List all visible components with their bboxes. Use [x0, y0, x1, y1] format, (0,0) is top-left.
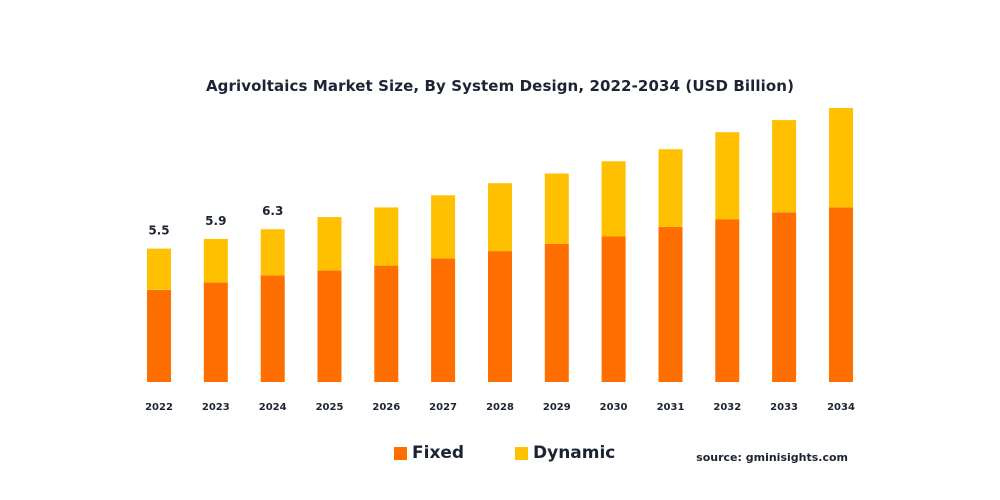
bar-dynamic-2026: [374, 207, 399, 266]
legend-swatch-dynamic: [515, 446, 528, 460]
bar-fixed-2029: [544, 243, 569, 382]
bar-fixed-2023: [203, 282, 228, 382]
source-note: source: gminisights.com: [696, 451, 848, 464]
bar-dynamic-2033: [772, 120, 797, 213]
x-tick-label-2022: 2022: [145, 402, 173, 413]
bar-fixed-2032: [715, 219, 740, 382]
bar-dynamic-2025: [317, 217, 342, 271]
x-tick-label-2026: 2026: [372, 402, 400, 413]
bar-dynamic-2034: [829, 108, 853, 208]
x-tick-label-2033: 2033: [770, 402, 798, 413]
bar-fixed-2025: [317, 270, 342, 382]
bar-fixed-2031: [658, 226, 683, 382]
bar-fixed-2028: [488, 251, 512, 382]
bar-dynamic-2027: [431, 195, 456, 259]
bar-dynamic-2032: [715, 132, 740, 220]
bar-dynamic-2028: [488, 183, 512, 252]
bar-fixed-2022: [147, 289, 171, 382]
bar-dynamic-2024: [260, 229, 285, 276]
chart-legend: Fixed Dynamic: [0, 443, 1000, 467]
x-tick-label-2030: 2030: [600, 402, 628, 413]
legend-label-dynamic: Dynamic: [533, 443, 616, 463]
legend-swatch-fixed: [394, 446, 407, 460]
bar-fixed-2027: [431, 258, 456, 382]
x-tick-label-2034: 2034: [827, 402, 855, 413]
x-tick-label-2031: 2031: [657, 402, 685, 413]
data-label-total-2022: 5.5: [148, 224, 169, 238]
legend-item-fixed: Fixed: [394, 443, 464, 463]
legend-item-dynamic: Dynamic: [515, 443, 615, 463]
x-tick-label-2025: 2025: [316, 402, 344, 413]
bar-dynamic-2023: [203, 238, 228, 283]
bar-dynamic-2029: [544, 173, 569, 244]
chart-title: Agrivoltaics Market Size, By System Desi…: [205, 77, 795, 95]
x-tick-label-2029: 2029: [543, 402, 571, 413]
x-tick-label-2024: 2024: [259, 402, 287, 413]
data-label-total-2024: 6.3: [262, 204, 283, 218]
legend-label-fixed: Fixed: [412, 443, 465, 463]
x-tick-label-2023: 2023: [202, 402, 230, 413]
bar-fixed-2034: [829, 207, 853, 382]
x-tick-label-2028: 2028: [486, 402, 514, 413]
bar-dynamic-2030: [601, 161, 626, 237]
bar-fixed-2024: [260, 275, 285, 382]
data-label-total-2023: 5.9: [205, 214, 226, 228]
bar-dynamic-2022: [147, 248, 171, 290]
bar-dynamic-2031: [658, 149, 683, 227]
x-tick-label-2032: 2032: [713, 402, 741, 413]
bar-fixed-2026: [374, 265, 399, 382]
bar-fixed-2030: [601, 236, 626, 382]
bar-fixed-2033: [772, 212, 797, 382]
x-tick-label-2027: 2027: [429, 402, 457, 413]
